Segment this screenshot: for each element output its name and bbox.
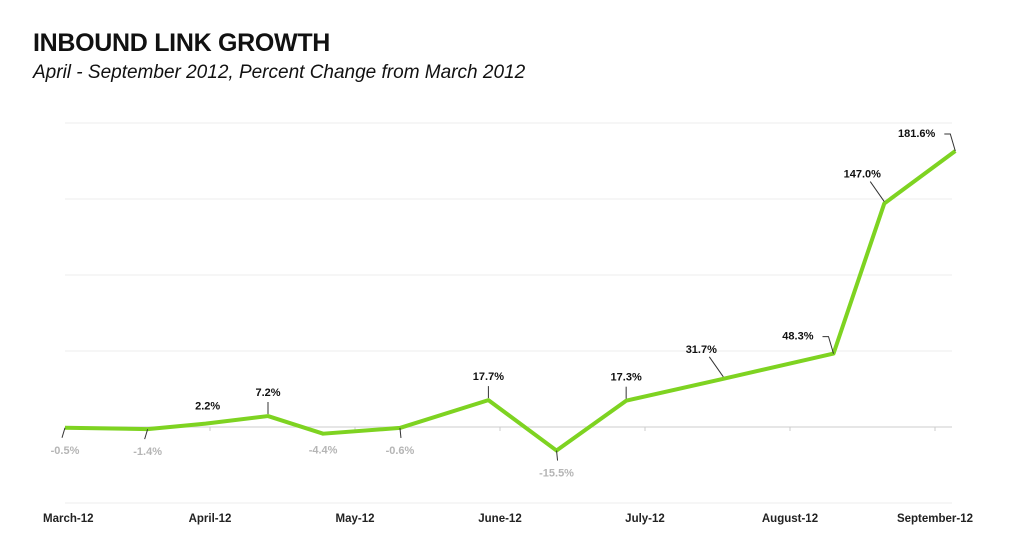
x-tick-label: April-12: [189, 513, 232, 525]
leader-line: [556, 450, 559, 461]
leader-line: [869, 181, 885, 202]
leader-line: [61, 427, 66, 438]
leader-line: [144, 428, 149, 440]
data-label: -0.5%: [51, 445, 80, 457]
chart-subtitle: April - September 2012, Percent Change f…: [33, 62, 526, 83]
data-label: 48.3%: [782, 331, 813, 343]
data-label: 17.7%: [473, 371, 504, 383]
data-label: 17.3%: [611, 372, 642, 384]
x-tick-label: July-12: [625, 513, 665, 525]
x-tick-label: March-12: [43, 513, 94, 525]
data-label: 147.0%: [844, 169, 882, 181]
leader-line: [822, 336, 834, 354]
x-tick-label: June-12: [478, 513, 521, 525]
chart-title: INBOUND LINK GROWTH: [33, 29, 331, 57]
data-label: 31.7%: [686, 344, 717, 356]
data-label: -1.4%: [133, 446, 162, 458]
data-label: -4.4%: [309, 445, 338, 457]
leader-line: [708, 356, 724, 378]
x-tick-label: May-12: [336, 513, 375, 525]
data-label: -15.5%: [539, 468, 574, 480]
data-label: -0.6%: [386, 445, 415, 457]
leader-line: [399, 427, 402, 438]
x-tick-label: September-12: [897, 513, 973, 525]
data-label: 7.2%: [255, 387, 280, 399]
leader-line: [944, 133, 956, 152]
x-tick-label: August-12: [762, 513, 818, 525]
data-label: 181.6%: [898, 128, 936, 140]
data-label: 2.2%: [195, 401, 220, 413]
